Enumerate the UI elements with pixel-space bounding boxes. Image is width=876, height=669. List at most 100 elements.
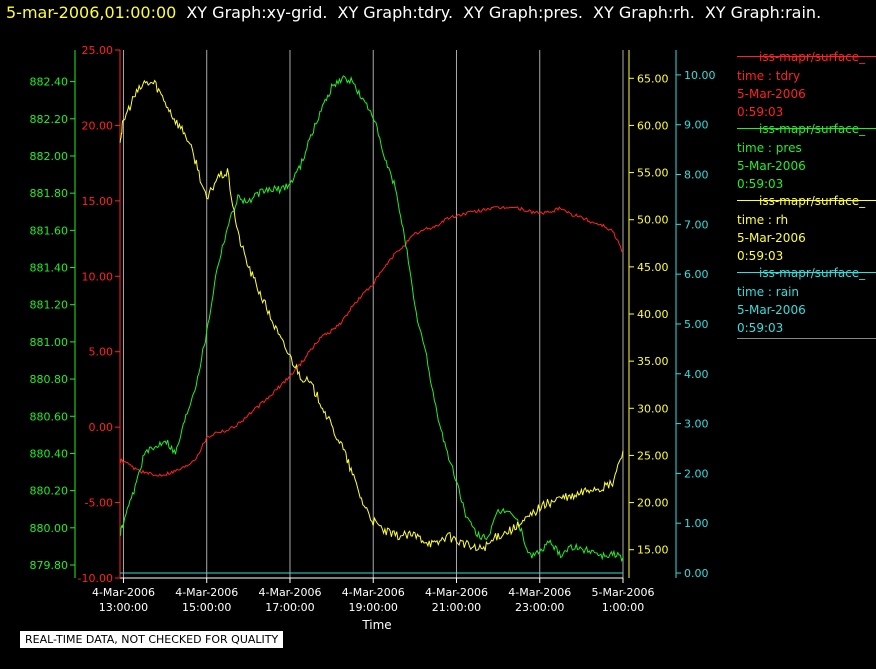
- grid-lines: [122, 50, 624, 578]
- x-tick-time-1: 15:00:00: [182, 601, 231, 614]
- legend-time: 0:59:03: [737, 321, 784, 335]
- header-timestamp: 5-mar-2006,01:00:00: [6, 3, 177, 22]
- legend-swatch-rh: [737, 200, 876, 201]
- axes: -10.00 -5.00 0.00 5.00 10.00 15.00 20.00 25.00 8…: [30, 44, 716, 585]
- pres-tick-label-6: 881.00: [30, 336, 69, 349]
- legend-entry-pres[interactable]: iss-mapr/surface_ time : pres 5-Mar-2006…: [737, 122, 876, 194]
- x-tick-time-3: 19:00:00: [349, 601, 398, 614]
- legend-date: 5-Mar-2006: [737, 303, 806, 317]
- tdry-tick-label-7: 25.00: [82, 44, 114, 57]
- legend-time: 0:59:03: [737, 177, 784, 191]
- rain-tick-label-0: 0.00: [684, 567, 709, 580]
- header-title-pres[interactable]: XY Graph:pres.: [463, 3, 583, 22]
- quality-disclaimer: REAL-TIME DATA, NOT CHECKED FOR QUALITY: [20, 631, 284, 648]
- pres-tick-label-3: 880.40: [30, 447, 69, 460]
- legend-source: iss-mapr/surface_: [759, 122, 866, 136]
- legend-date: 5-Mar-2006: [737, 231, 806, 245]
- legend-swatch-rain: [737, 272, 876, 273]
- pres-tick-label-4: 880.60: [30, 410, 69, 423]
- header-title-xy-grid[interactable]: XY Graph:xy-grid.: [186, 3, 328, 22]
- rain-tick-label-9: 9.00: [684, 119, 709, 132]
- legend-date: 5-Mar-2006: [737, 87, 806, 101]
- pres-tick-label-13: 882.40: [30, 76, 69, 89]
- legend-time: 0:59:03: [737, 105, 784, 119]
- x-tick-date-6: 5-Mar-2006: [592, 586, 655, 599]
- legend-bottom-rule: [737, 338, 876, 339]
- header-title-rain[interactable]: XY Graph:rain.: [704, 3, 822, 22]
- tdry-tick-label-6: 20.00: [82, 119, 114, 132]
- tdry-tick-label-5: 15.00: [82, 195, 114, 208]
- legend-field: time : tdry: [737, 69, 801, 83]
- x-tick-date-2: 4-Mar-2006: [258, 586, 321, 599]
- rh-tick-label-2: 25.00: [637, 449, 669, 462]
- pres-tick-label-2: 880.20: [30, 485, 69, 498]
- legend-entry-rain[interactable]: iss-mapr/surface_ time : rain 5-Mar-2006…: [737, 266, 876, 338]
- legend-date: 5-Mar-2006: [737, 159, 806, 173]
- graph-header: 5-mar-2006,01:00:00 XY Graph:xy-grid. XY G…: [6, 3, 831, 22]
- x-tick-date-5: 4-Mar-2006: [508, 586, 571, 599]
- legend-source: iss-mapr/surface_: [759, 194, 866, 208]
- tdry-tick-label-2: 0.00: [89, 421, 114, 434]
- header-title-rh[interactable]: XY Graph:rh.: [593, 3, 695, 22]
- pres-tick-label-9: 881.60: [30, 224, 69, 237]
- rh-tick-label-9: 60.00: [637, 119, 669, 132]
- tdry-tick-label-4: 10.00: [82, 270, 114, 283]
- series-lines: [119, 75, 624, 574]
- legend-time: 0:59:03: [737, 249, 784, 263]
- rh-tick-label-4: 35.00: [637, 355, 669, 368]
- x-axis-ticks: 4-Mar-2006 13:00:00 4-Mar-2006 15:00:00 4-Ma…: [92, 578, 655, 614]
- series-line-pres: [119, 75, 624, 563]
- x-tick-time-2: 17:00:00: [265, 601, 314, 614]
- pres-tick-label-10: 881.80: [30, 187, 69, 200]
- legend-swatch-tdry: [737, 56, 876, 57]
- rh-tick-label-0: 15.00: [637, 544, 669, 557]
- x-axis-label: Time: [361, 618, 391, 632]
- rain-tick-label-4: 4.00: [684, 368, 709, 381]
- rh-tick-label-6: 45.00: [637, 261, 669, 274]
- tdry-tick-label-0: -10.00: [78, 572, 113, 585]
- header-title-tdry[interactable]: XY Graph:tdry.: [337, 3, 454, 22]
- pres-tick-label-8: 881.40: [30, 262, 69, 275]
- rain-tick-label-1: 1.00: [684, 517, 709, 530]
- legend-field: time : pres: [737, 141, 802, 155]
- legend-entry-tdry[interactable]: iss-mapr/surface_ time : tdry 5-Mar-2006…: [737, 50, 876, 122]
- legend-swatch-pres: [737, 128, 876, 129]
- legend: iss-mapr/surface_ time : tdry 5-Mar-2006…: [737, 50, 876, 338]
- pres-tick-label-5: 880.80: [30, 373, 69, 386]
- pres-tick-label-1: 880.00: [30, 522, 69, 535]
- legend-source: iss-mapr/surface_: [759, 50, 866, 64]
- x-tick-time-5: 23:00:00: [515, 601, 564, 614]
- pres-tick-label-0: 879.80: [30, 559, 69, 572]
- x-tick-time-0: 13:00:00: [99, 601, 148, 614]
- rain-tick-label-10: 10.00: [684, 69, 716, 82]
- legend-source: iss-mapr/surface_: [759, 266, 866, 280]
- rh-tick-label-3: 30.00: [637, 402, 669, 415]
- rh-tick-label-5: 40.00: [637, 308, 669, 321]
- x-tick-date-3: 4-Mar-2006: [342, 586, 405, 599]
- rain-tick-label-2: 2.00: [684, 467, 709, 480]
- legend-field: time : rain: [737, 285, 800, 299]
- rh-tick-label-7: 50.00: [637, 214, 669, 227]
- rain-tick-label-8: 8.00: [684, 169, 709, 182]
- rh-tick-label-1: 20.00: [637, 497, 669, 510]
- pres-tick-label-7: 881.20: [30, 299, 69, 312]
- x-tick-date-4: 4-Mar-2006: [425, 586, 488, 599]
- legend-field: time : rh: [737, 213, 789, 227]
- rain-tick-label-5: 5.00: [684, 318, 709, 331]
- series-line-tdry: [119, 205, 624, 477]
- tdry-tick-label-3: 5.00: [89, 346, 114, 359]
- rain-tick-label-3: 3.00: [684, 418, 709, 431]
- rh-tick-label-8: 55.00: [637, 167, 669, 180]
- x-tick-date-1: 4-Mar-2006: [175, 586, 238, 599]
- series-line-rh: [119, 79, 624, 552]
- pres-tick-label-11: 882.00: [30, 150, 69, 163]
- rh-tick-label-10: 65.00: [637, 72, 669, 85]
- x-tick-time-4: 21:00:00: [432, 601, 481, 614]
- tdry-tick-label-1: -5.00: [85, 497, 113, 510]
- legend-entry-rh[interactable]: iss-mapr/surface_ time : rh 5-Mar-2006 0…: [737, 194, 876, 266]
- x-tick-time-6: 1:00:00: [602, 601, 644, 614]
- x-tick-date-0: 4-Mar-2006: [92, 586, 155, 599]
- pres-tick-label-12: 882.20: [30, 113, 69, 126]
- rain-tick-label-6: 6.00: [684, 268, 709, 281]
